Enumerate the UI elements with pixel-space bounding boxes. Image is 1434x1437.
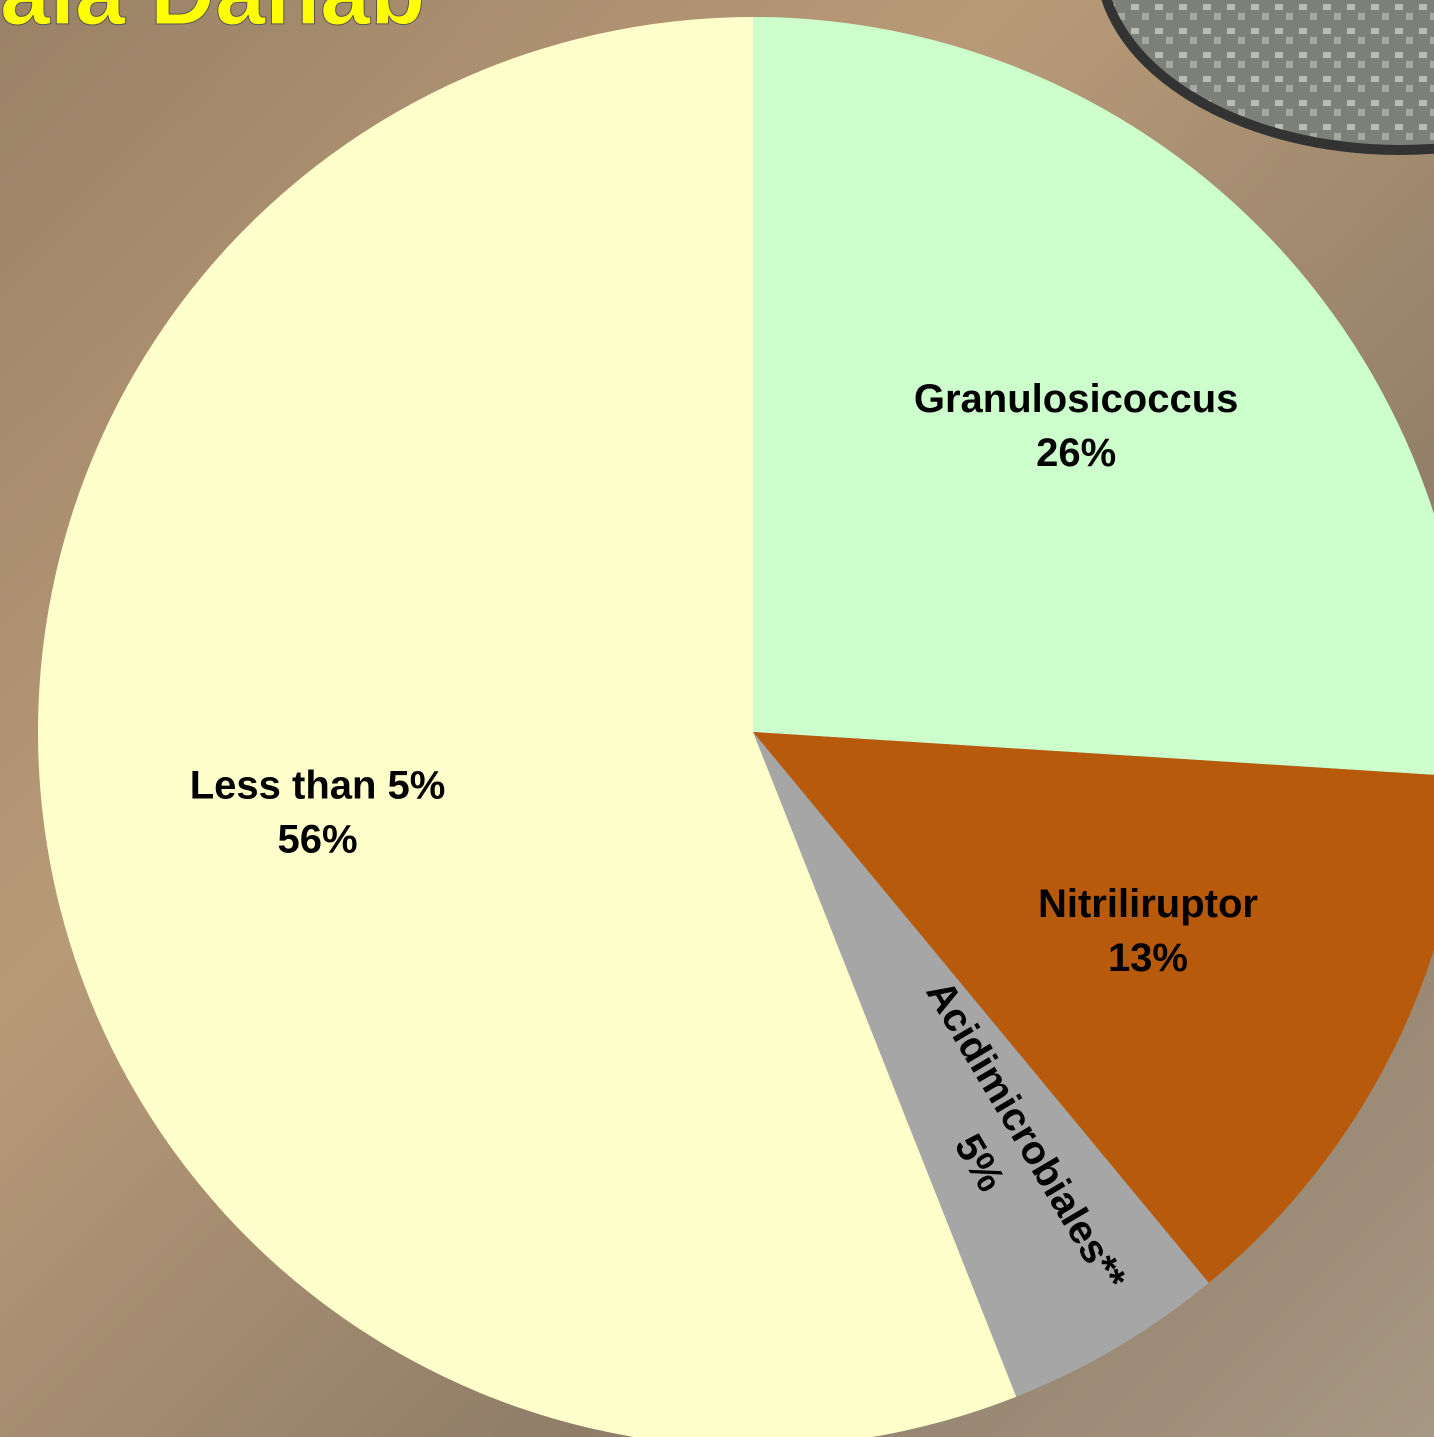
value-label: 56% — [278, 818, 358, 862]
category-label: Granulosicoccus — [914, 377, 1239, 421]
slice-label: Granulosicoccus 26% — [914, 377, 1239, 475]
pie: Granulosicoccus26%Nitriliruptor13%Acidim… — [38, 17, 1434, 1437]
pie-slice — [753, 17, 1434, 775]
value-label: 26% — [1036, 431, 1116, 475]
pie-slice — [753, 732, 1434, 1283]
chart-title: ala Dahab — [0, 0, 425, 44]
slice-label: Less than 5% 56% — [190, 764, 446, 862]
slice-label: Nitriliruptor 13% — [1038, 882, 1258, 980]
map-inset — [1101, 0, 1434, 155]
pie-slice — [753, 732, 1209, 1397]
pie-slice — [38, 17, 1017, 1437]
category-label: Less than 5% — [190, 764, 446, 808]
value-label: 13% — [1108, 936, 1188, 980]
category-label: Nitriliruptor — [1038, 882, 1258, 926]
